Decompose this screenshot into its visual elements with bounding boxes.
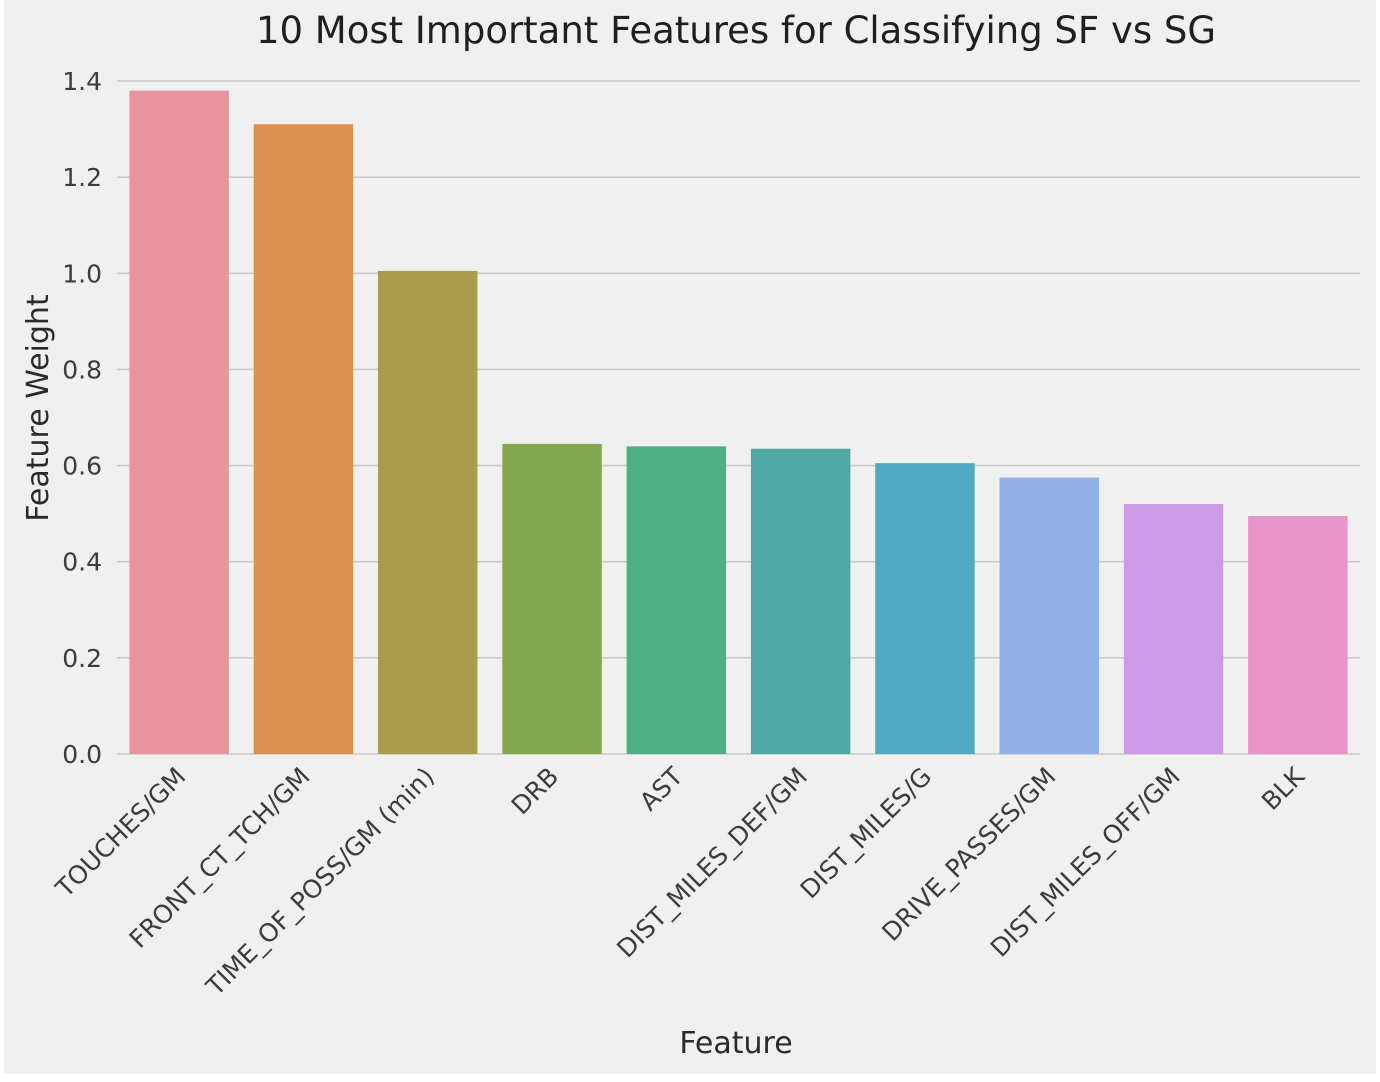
bar-chart: 0.0 0.2 0.4 0.6 0.8 1.0 1.2 1.4 TOUCHES/GMFRONT… [21, 9, 1360, 1061]
chart-panel: 0.0 0.2 0.4 0.6 0.8 1.0 1.2 1.4 TOUCHES/GM FRONT… [4, 0, 1376, 1074]
y-tick-label: 1.2 [62, 163, 102, 192]
y-tick-label: 0.4 [62, 548, 102, 577]
bars [129, 90, 1348, 755]
bar [750, 448, 851, 754]
bar [253, 124, 354, 754]
bar [1123, 504, 1224, 754]
bar [129, 90, 229, 755]
bar [626, 446, 727, 754]
bar [999, 477, 1099, 754]
y-tick-label: 0.2 [62, 644, 102, 673]
bar [378, 270, 478, 754]
x-tick-label: TIME_OF_POSS/GM (min) [200, 762, 440, 1002]
x-tick-label: AST [634, 761, 689, 816]
y-tick-label: 0.6 [62, 452, 102, 481]
bar [1248, 516, 1348, 754]
bar [875, 463, 975, 754]
y-tick-label: 1.0 [62, 259, 102, 288]
y-tick-label: 0.0 [62, 740, 102, 769]
bar [502, 443, 602, 754]
chart-title: 10 Most Important Features for Classifyi… [256, 9, 1216, 52]
x-tick-label: DIST_MILES/G [795, 762, 938, 905]
x-tick-label: BLK [1256, 761, 1311, 816]
y-tick-label: 0.8 [62, 355, 102, 384]
x-tick-label: DRB [506, 762, 565, 821]
x-tick-label: TOUCHES/GM [50, 762, 192, 904]
y-tick-labels: 0.0 0.2 0.4 0.6 0.8 1.0 1.2 1.4 [62, 67, 102, 769]
x-axis-label: Feature [679, 1026, 792, 1061]
y-tick-label: 1.4 [62, 67, 102, 96]
x-tick-labels: TOUCHES/GMFRONT_CT_TCH/GMTIME_OF_POSS/GM… [50, 761, 1311, 1002]
y-axis-label: Feature Weight [21, 294, 56, 522]
